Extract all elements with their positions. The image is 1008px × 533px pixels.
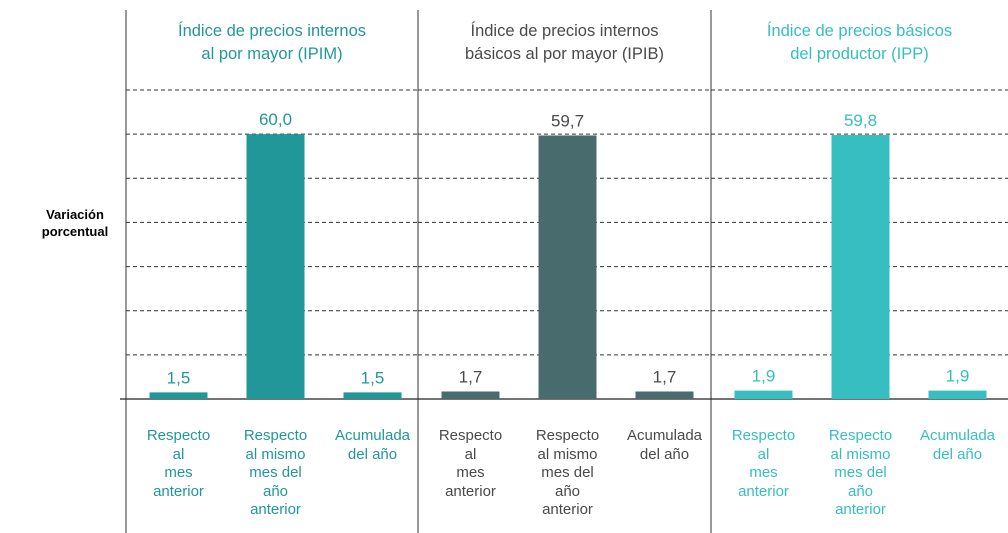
panel-title: Índice de precios internos básicos al po… <box>465 22 664 63</box>
x-tick-label: Respecto al mes anterior <box>731 427 796 500</box>
x-tick-label: Acumulada del año <box>334 427 411 463</box>
value-label: 1,5 <box>167 368 191 387</box>
bar <box>149 392 208 399</box>
x-tick-label: Respecto al mes anterior <box>438 427 503 500</box>
x-tick-label: Respecto al mismo mes del año anterior <box>535 427 600 518</box>
value-label: 1,9 <box>946 367 970 386</box>
value-label: 60,0 <box>259 110 292 129</box>
x-tick-label: Acumulada del año <box>626 427 703 463</box>
bar <box>831 135 890 400</box>
bar <box>928 390 987 399</box>
y-axis-label: Variación porcentual <box>41 207 109 239</box>
panel-title: Índice de precios básicos del productor … <box>766 22 953 63</box>
value-label: 59,8 <box>844 111 877 130</box>
value-label: 1,5 <box>361 368 385 387</box>
bar <box>441 391 500 399</box>
x-tick-label: Respecto al mes anterior <box>146 427 211 500</box>
bar <box>538 135 597 399</box>
bar <box>734 390 793 399</box>
x-tick-label: Respecto al mismo mes del año anterior <box>828 427 893 518</box>
value-label: 1,7 <box>459 367 483 386</box>
value-label: 59,7 <box>551 111 584 130</box>
value-label: 1,9 <box>752 367 776 386</box>
panel-title: Índice de precios internos al por mayor … <box>177 22 367 63</box>
bar <box>635 391 694 399</box>
bar <box>246 134 305 399</box>
x-tick-label: Respecto al mismo mes del año anterior <box>243 427 308 518</box>
value-label: 1,7 <box>653 367 677 386</box>
bar <box>343 392 402 399</box>
x-tick-label: Acumulada del año <box>919 427 996 463</box>
